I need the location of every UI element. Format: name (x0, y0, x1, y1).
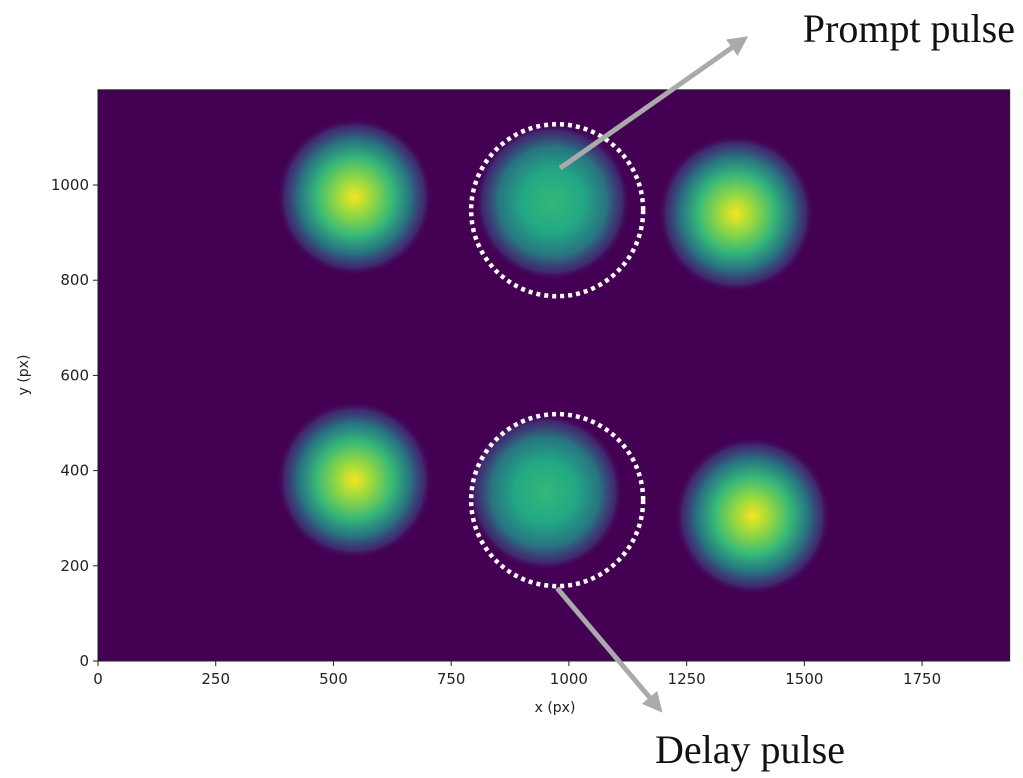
x-tick-label: 1250 (668, 670, 706, 688)
spot (468, 413, 623, 570)
page: {"chart_data": {"type": "image", "xlabel… (0, 0, 1023, 778)
spot (277, 402, 432, 559)
x-tick-label: 1000 (550, 670, 588, 688)
annotation-label: Prompt pulse (803, 6, 1015, 51)
spot (277, 118, 432, 275)
spot (658, 135, 813, 292)
x-axis-label: x (px) (535, 700, 576, 716)
x-tick-label: 1500 (785, 670, 823, 688)
y-tick-label: 0 (79, 652, 89, 670)
spot (475, 123, 630, 280)
y-tick-label: 600 (60, 366, 89, 384)
x-tick-label: 500 (319, 670, 348, 688)
y-tick-label: 800 (60, 271, 89, 289)
y-axis-label: y (px) (16, 355, 32, 396)
x-tick-label: 250 (201, 670, 230, 688)
y-tick-label: 1000 (51, 176, 89, 194)
x-tick-label: 750 (437, 670, 466, 688)
chart: x (px) y (px) 0 250 500 750 1000 1250 1500 1750… (0, 0, 1023, 778)
y-tick-label: 200 (60, 557, 89, 575)
annotation-label: Delay pulse (655, 727, 845, 772)
x-tick-label: 1750 (903, 670, 941, 688)
y-tick-label: 400 (60, 462, 89, 480)
spot (675, 437, 830, 594)
x-tick-label: 0 (93, 670, 103, 688)
